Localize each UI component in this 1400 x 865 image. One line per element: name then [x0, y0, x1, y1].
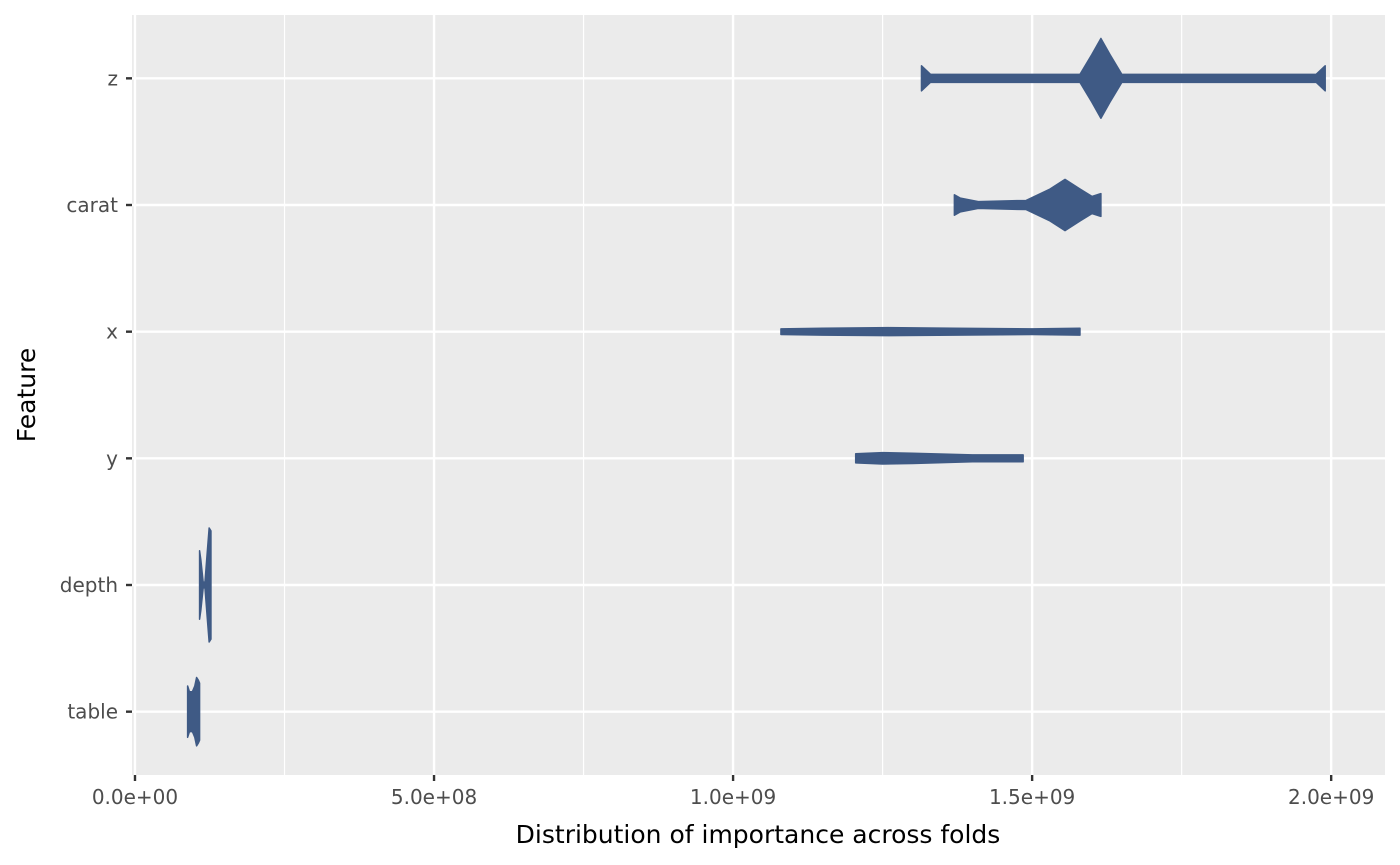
- x-tick-label: 2.0e+09: [1288, 785, 1374, 809]
- violins: [186, 37, 1326, 747]
- violin-y: [854, 451, 1024, 465]
- y-axis-title: Feature: [12, 348, 41, 442]
- y-tick-label: depth: [60, 573, 118, 597]
- x-tick-label: 1.5e+09: [989, 785, 1075, 809]
- violin-z: [920, 37, 1326, 119]
- y-tick-label: z: [108, 66, 119, 90]
- plot-panel: [132, 15, 1385, 775]
- violin-table: [186, 676, 201, 747]
- x-tick-label: 0.0e+00: [92, 785, 178, 809]
- violin-carat: [953, 178, 1102, 232]
- y-tick-label: carat: [66, 193, 118, 217]
- x-tick-label: 1.0e+09: [690, 785, 776, 809]
- y-tick-label: y: [106, 446, 118, 470]
- x-axis-title: Distribution of importance across folds: [516, 820, 1001, 849]
- y-tick-label: x: [106, 320, 118, 344]
- x-tick-label: 5.0e+08: [391, 785, 477, 809]
- violin-depth: [198, 527, 212, 643]
- x-axis: 0.0e+00 5.0e+08 1.0e+09 1.5e+09 2.0e+09: [92, 775, 1374, 809]
- y-tick-label: table: [67, 700, 118, 724]
- minor-gridlines: [283, 15, 1183, 775]
- y-axis: z carat x y depth table: [60, 66, 132, 724]
- violin-x: [780, 326, 1081, 337]
